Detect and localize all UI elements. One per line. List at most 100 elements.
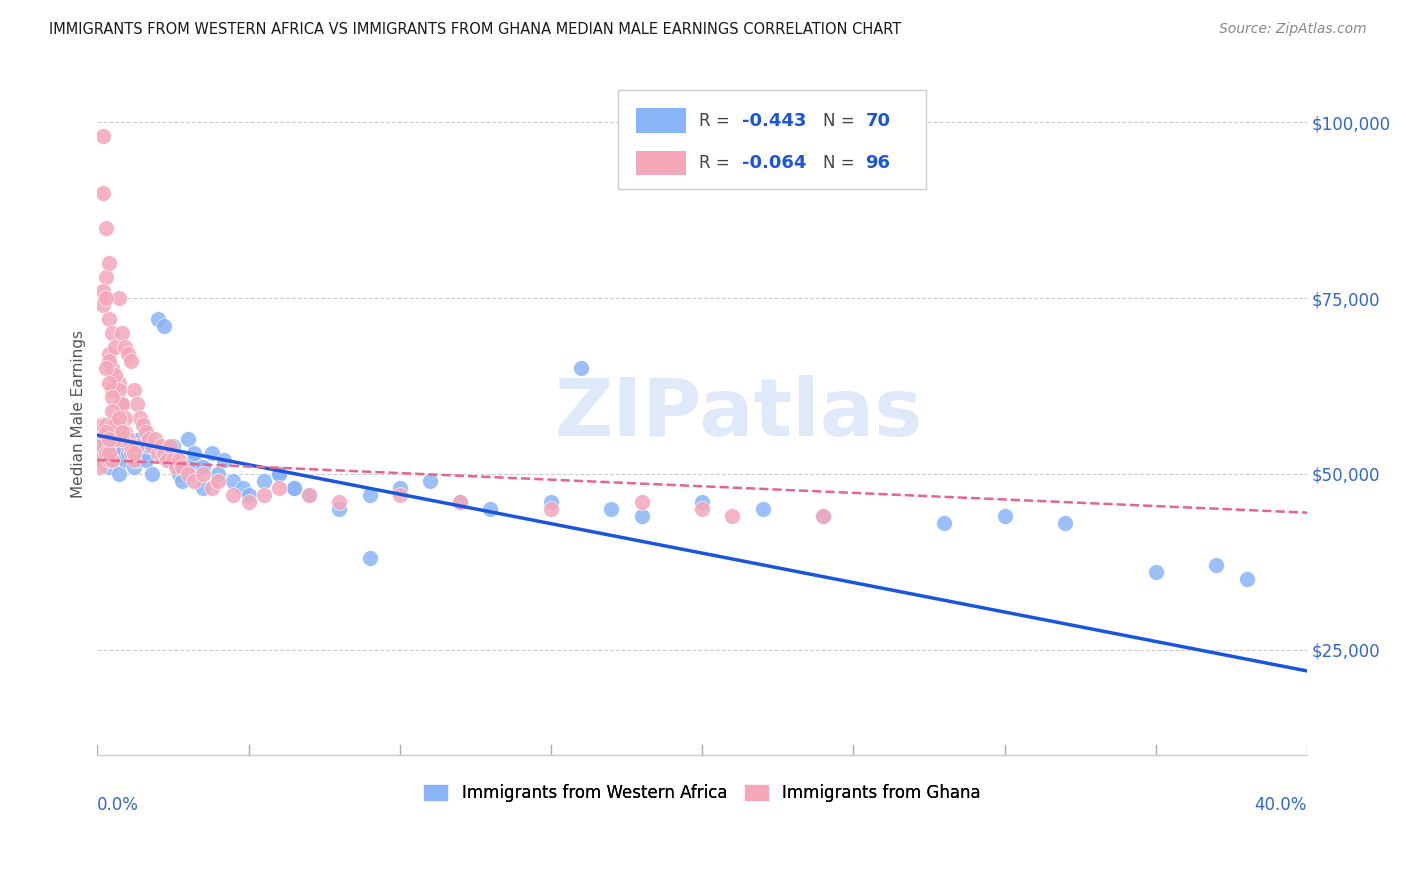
Point — [104, 453, 127, 467]
Point — [117, 446, 139, 460]
Point — [419, 474, 441, 488]
Point — [120, 439, 142, 453]
Point — [283, 481, 305, 495]
FancyBboxPatch shape — [617, 90, 927, 189]
Point — [93, 129, 115, 144]
Point — [96, 291, 118, 305]
Text: IMMIGRANTS FROM WESTERN AFRICA VS IMMIGRANTS FROM GHANA MEDIAN MALE EARNINGS COR: IMMIGRANTS FROM WESTERN AFRICA VS IMMIGR… — [49, 22, 901, 37]
Point — [89, 446, 111, 460]
Point — [104, 432, 127, 446]
Point — [165, 459, 187, 474]
Point — [143, 432, 166, 446]
Point — [96, 425, 118, 439]
Point — [96, 425, 118, 439]
Point — [98, 432, 121, 446]
Point — [125, 453, 148, 467]
Point — [110, 432, 132, 446]
Point — [138, 439, 160, 453]
Point — [1205, 558, 1227, 573]
Point — [222, 488, 245, 502]
Point — [267, 481, 290, 495]
Point — [231, 481, 253, 495]
Point — [170, 459, 193, 474]
Point — [359, 551, 381, 566]
Point — [135, 453, 157, 467]
Text: ZIPatlas: ZIPatlas — [554, 376, 922, 453]
Point — [1144, 566, 1167, 580]
Point — [122, 446, 145, 460]
Point — [101, 417, 124, 432]
Point — [93, 298, 115, 312]
Point — [96, 361, 118, 376]
Point — [120, 446, 142, 460]
Legend: Immigrants from Western Africa, Immigrants from Ghana: Immigrants from Western Africa, Immigran… — [416, 777, 987, 808]
Point — [138, 432, 160, 446]
Point — [153, 446, 176, 460]
Point — [183, 453, 205, 467]
Point — [238, 488, 260, 502]
Point — [117, 439, 139, 453]
Point — [110, 396, 132, 410]
Point — [253, 488, 276, 502]
Point — [690, 495, 713, 509]
Point — [93, 453, 115, 467]
Point — [449, 495, 471, 509]
Point — [104, 439, 127, 453]
Point — [110, 326, 132, 341]
Text: 40.0%: 40.0% — [1254, 797, 1308, 814]
Point — [207, 474, 229, 488]
Point — [98, 347, 121, 361]
Point — [104, 432, 127, 446]
Point — [107, 383, 129, 397]
Point — [1054, 516, 1077, 531]
Point — [146, 312, 169, 326]
Point — [110, 425, 132, 439]
Point — [267, 467, 290, 481]
Point — [141, 439, 163, 453]
Point — [96, 446, 118, 460]
Point — [101, 361, 124, 376]
Point — [120, 354, 142, 368]
Point — [107, 467, 129, 481]
Point — [630, 495, 652, 509]
Point — [156, 453, 179, 467]
Point — [690, 502, 713, 516]
Point — [101, 446, 124, 460]
Point — [104, 340, 127, 354]
Point — [135, 425, 157, 439]
Point — [101, 383, 124, 397]
Point — [159, 439, 181, 453]
Text: Source: ZipAtlas.com: Source: ZipAtlas.com — [1219, 22, 1367, 37]
Point — [149, 439, 172, 453]
Point — [630, 509, 652, 524]
Point — [101, 453, 124, 467]
Point — [267, 467, 290, 481]
Point — [132, 417, 155, 432]
Point — [93, 432, 115, 446]
Point — [110, 432, 132, 446]
Point — [388, 481, 411, 495]
Point — [177, 432, 200, 446]
Point — [298, 488, 321, 502]
Point — [811, 509, 834, 524]
Point — [214, 453, 236, 467]
Point — [193, 481, 215, 495]
Point — [89, 439, 111, 453]
Point — [1236, 573, 1258, 587]
Text: 0.0%: 0.0% — [97, 797, 139, 814]
Point — [359, 488, 381, 502]
Text: 70: 70 — [866, 112, 890, 129]
Text: -0.064: -0.064 — [742, 154, 807, 172]
Point — [298, 488, 321, 502]
Point — [89, 459, 111, 474]
Point — [89, 453, 111, 467]
Point — [222, 474, 245, 488]
Point — [107, 376, 129, 390]
Point — [153, 319, 176, 334]
Point — [98, 312, 121, 326]
Point — [104, 432, 127, 446]
Point — [107, 410, 129, 425]
Point — [479, 502, 502, 516]
Point — [162, 453, 184, 467]
Point — [146, 446, 169, 460]
